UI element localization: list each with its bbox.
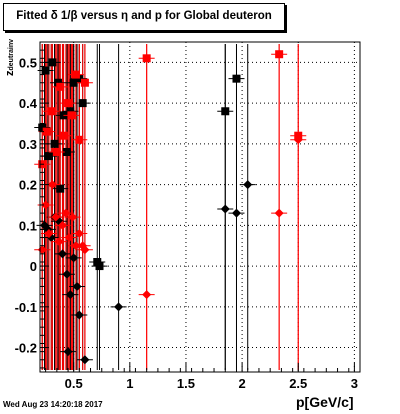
data-point-diamond (51, 212, 61, 222)
plot-frame (39, 41, 361, 373)
data-point-square (44, 152, 53, 161)
data-point-diamond (72, 281, 82, 291)
y-axis-label-subscript: deutrainv (8, 38, 15, 71)
data-point-square (56, 82, 65, 91)
data-point-diamond (64, 233, 74, 243)
y-tick-label: 0.4 (19, 96, 38, 111)
data-point-square (38, 123, 47, 132)
data-point-diamond (69, 253, 79, 263)
data-point-square (52, 148, 61, 156)
data-point-diamond (68, 212, 78, 222)
y-tick-label: -0.1 (15, 300, 37, 315)
chart-title: Fitted δ 1/β versus η and p for Global d… (16, 10, 272, 22)
data-point-diamond (243, 180, 253, 190)
x-tick-label: 3 (351, 376, 358, 391)
y-tick-label: 0.5 (19, 55, 37, 70)
data-point-square (50, 139, 59, 148)
chart-title-box: Fitted δ 1/β versus η and p for Global d… (3, 3, 285, 31)
x-tick-label: 0.5 (65, 376, 83, 391)
data-point-square (78, 99, 87, 108)
data-point-diamond (54, 237, 64, 247)
x-tick-label: 1 (126, 376, 133, 391)
data-point-diamond (142, 290, 152, 300)
y-axis-title: zdeutrainv (4, 39, 16, 76)
data-point-diamond (80, 245, 90, 255)
data-point-diamond (65, 290, 75, 300)
data-point-square (41, 66, 50, 75)
data-point-square (66, 107, 75, 116)
data-point-square (69, 78, 78, 87)
plot-area (40, 42, 360, 372)
data-point-square (232, 74, 241, 83)
data-point-diamond (44, 228, 54, 238)
footer-date: Wed Aug 23 14:20:18 2017 (3, 400, 103, 409)
data-point-diamond (61, 208, 71, 218)
data-point-diamond (80, 355, 90, 365)
data-point-square (275, 50, 284, 59)
data-point-diamond (62, 269, 72, 279)
data-point-square (48, 58, 57, 67)
data-point-square (42, 127, 51, 136)
data-point-diamond (114, 302, 124, 312)
x-tick-label: 2.5 (289, 376, 307, 391)
y-tick-label: 0.2 (19, 178, 37, 193)
data-point-diamond (231, 208, 241, 218)
data-point-square (47, 107, 56, 116)
data-point-square (221, 107, 230, 116)
data-point-square (71, 70, 80, 79)
data-point-square (64, 99, 73, 108)
x-axis-title: p[GeV/c] (296, 394, 354, 410)
data-point-diamond (57, 249, 67, 259)
y-tick-label: -0.2 (15, 341, 37, 356)
data-point-square (59, 131, 68, 140)
data-point-diamond (293, 135, 303, 145)
data-point-square (53, 78, 62, 87)
data-point-diamond (41, 200, 51, 210)
data-point-square (75, 135, 84, 144)
data-point-square (93, 258, 102, 266)
data-point-diamond (63, 347, 73, 357)
data-point-diamond (47, 180, 57, 190)
y-tick-label: 0.1 (19, 218, 37, 233)
x-tick-label: 1.5 (177, 376, 195, 391)
y-tick-label: 0.3 (19, 137, 37, 152)
data-point-diamond (74, 228, 84, 238)
data-point-diamond (274, 208, 284, 218)
data-point-diamond (220, 204, 230, 214)
data-point-square (67, 111, 76, 120)
data-point-diamond (74, 310, 84, 320)
y-tick-label: 0 (30, 259, 37, 274)
data-point-diamond (57, 220, 67, 230)
data-point-square (142, 54, 151, 63)
data-point-square (62, 148, 71, 156)
x-tick-label: 2 (238, 376, 245, 391)
data-point-square (75, 74, 84, 83)
data-point-square (56, 184, 65, 193)
y-axis-label: z (4, 70, 16, 77)
data-point-square (95, 262, 104, 271)
data-point-square (80, 78, 89, 87)
